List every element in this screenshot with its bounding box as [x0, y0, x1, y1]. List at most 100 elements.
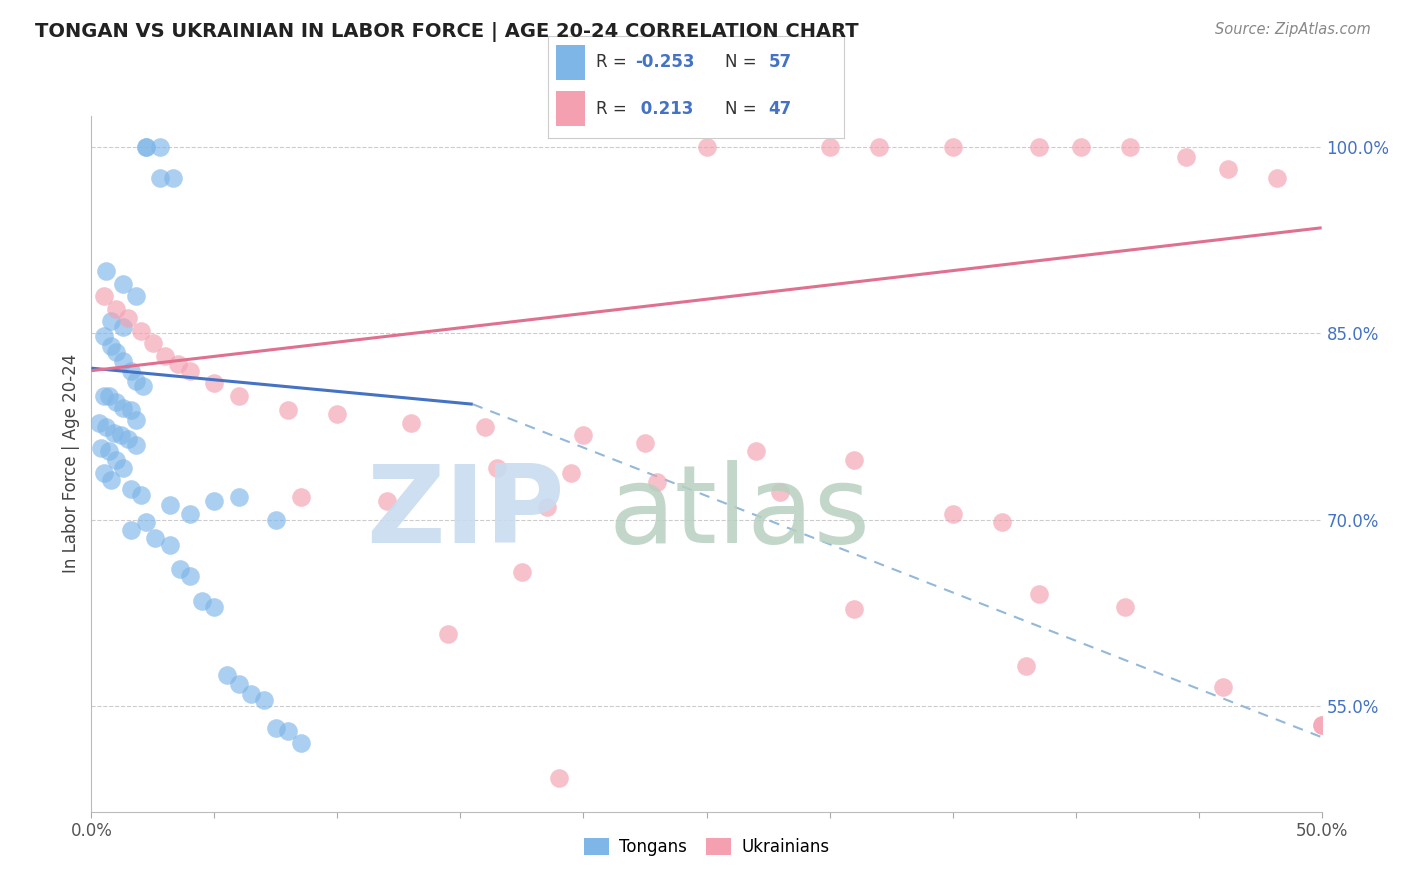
Point: [486, 460, 509, 475]
Point: [572, 428, 595, 442]
Point: [112, 401, 135, 415]
Point: [437, 627, 460, 641]
Point: [1310, 717, 1333, 731]
Point: [634, 435, 657, 450]
Point: [112, 353, 135, 368]
Point: [129, 488, 152, 502]
Point: [474, 419, 496, 434]
Point: [228, 491, 250, 505]
Point: [769, 485, 792, 500]
Point: [96, 419, 117, 434]
Point: [179, 507, 201, 521]
Point: [153, 349, 177, 363]
Point: [110, 428, 132, 442]
Point: [105, 345, 127, 359]
Point: [166, 358, 188, 372]
Point: [1175, 150, 1198, 164]
Point: [120, 482, 142, 496]
Point: [100, 339, 122, 353]
Point: [399, 416, 422, 430]
Point: [1028, 140, 1050, 154]
Point: [112, 277, 135, 291]
Point: [120, 403, 142, 417]
Point: [105, 453, 127, 467]
Point: [818, 140, 841, 154]
Point: [120, 523, 142, 537]
Point: [264, 722, 287, 736]
Point: [87, 416, 110, 430]
Point: [215, 668, 238, 682]
Point: [290, 736, 312, 750]
Point: [202, 494, 225, 508]
Point: [868, 140, 890, 154]
Point: [159, 538, 181, 552]
Point: [202, 376, 225, 390]
Point: [149, 171, 172, 186]
Text: R =: R =: [596, 100, 631, 118]
Point: [124, 438, 146, 452]
Point: [1069, 140, 1091, 154]
Point: [124, 413, 146, 427]
Text: atlas: atlas: [607, 459, 870, 566]
Point: [112, 460, 135, 475]
Point: [100, 473, 122, 487]
Y-axis label: In Labor Force | Age 20-24: In Labor Force | Age 20-24: [62, 354, 80, 574]
Point: [105, 301, 127, 316]
Point: [228, 677, 250, 691]
Point: [179, 364, 201, 378]
Point: [117, 432, 139, 446]
Point: [1015, 659, 1038, 673]
Point: [124, 289, 146, 303]
Point: [93, 289, 115, 303]
Point: [547, 771, 569, 785]
Point: [124, 374, 146, 388]
Text: N =: N =: [725, 54, 762, 71]
Point: [1310, 717, 1333, 731]
Point: [510, 565, 533, 579]
Point: [145, 532, 166, 546]
Point: [93, 329, 115, 343]
Point: [120, 364, 142, 378]
Point: [375, 494, 398, 508]
Point: [1212, 681, 1234, 695]
Point: [202, 599, 225, 614]
Point: [135, 515, 156, 529]
Point: [842, 453, 865, 467]
FancyBboxPatch shape: [555, 45, 585, 79]
Point: [277, 723, 299, 738]
Point: [1114, 599, 1136, 614]
Point: [117, 311, 139, 326]
Point: [191, 593, 214, 607]
Text: 0.213: 0.213: [636, 100, 693, 118]
Point: [536, 500, 558, 515]
FancyBboxPatch shape: [555, 91, 585, 126]
Point: [179, 568, 201, 582]
Point: [253, 693, 276, 707]
Point: [103, 425, 125, 440]
Point: [277, 403, 299, 417]
Point: [97, 444, 120, 458]
Point: [132, 378, 155, 392]
Point: [149, 140, 172, 154]
Point: [1265, 171, 1288, 186]
Point: [745, 444, 768, 458]
Point: [162, 171, 184, 186]
Text: -0.253: -0.253: [636, 54, 695, 71]
Point: [842, 602, 865, 616]
Point: [326, 407, 349, 421]
Point: [105, 394, 127, 409]
Point: [1028, 587, 1050, 601]
Point: [1216, 162, 1240, 177]
Point: [135, 140, 156, 154]
Point: [90, 441, 112, 455]
Point: [1118, 140, 1140, 154]
Point: [96, 264, 117, 278]
Text: N =: N =: [725, 100, 762, 118]
Point: [941, 507, 963, 521]
Point: [97, 388, 120, 402]
Point: [240, 687, 263, 701]
Point: [129, 324, 152, 338]
Text: R =: R =: [596, 54, 631, 71]
Point: [93, 388, 115, 402]
Text: 47: 47: [768, 100, 792, 118]
